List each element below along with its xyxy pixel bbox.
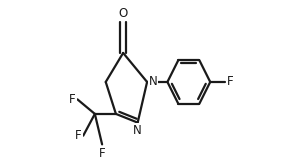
Text: N: N: [133, 124, 142, 137]
Text: F: F: [75, 129, 82, 142]
Text: O: O: [118, 7, 128, 20]
Text: F: F: [99, 147, 105, 160]
Text: F: F: [227, 75, 233, 89]
Text: F: F: [69, 93, 76, 106]
Text: N: N: [148, 75, 157, 89]
